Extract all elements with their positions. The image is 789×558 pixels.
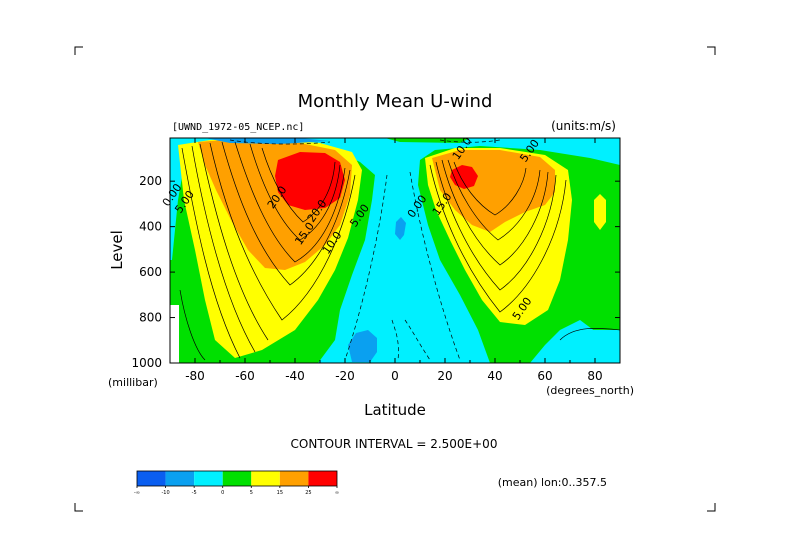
- dataset-label: [UWND_1972-05_NCEP.nc]: [172, 122, 304, 133]
- region-blue-center: [395, 217, 406, 240]
- x-tick-label: 40: [487, 369, 502, 383]
- colorbar-swatch: [308, 471, 337, 486]
- x-tick-label: 0: [391, 369, 399, 383]
- contour-line: [179, 289, 206, 361]
- contour-line: [559, 328, 620, 341]
- units-label: (units:m/s): [551, 119, 616, 133]
- x-units-label: (degrees_north): [546, 384, 634, 397]
- filled-contours: [170, 138, 620, 363]
- chart-title: Monthly Mean U-wind: [298, 91, 493, 112]
- contour-line: [447, 159, 541, 241]
- contour-line: [435, 161, 557, 291]
- region-cyan-center: [340, 162, 470, 363]
- colorbar-label: -5: [192, 490, 197, 496]
- y-tick-label: 800: [139, 311, 162, 325]
- x-tick-label: -80: [185, 369, 205, 383]
- contour-line-dashed: [439, 139, 501, 143]
- x-tick-label: 60: [537, 369, 552, 383]
- x-tick-label: 80: [587, 369, 602, 383]
- y-tick-label: 200: [139, 174, 162, 188]
- x-tick-label: 20: [437, 369, 452, 383]
- y-tick-label: 400: [139, 220, 162, 234]
- colorbar-swatch: [251, 471, 280, 486]
- colorbar-label: -∞: [134, 490, 140, 496]
- contour-line: [441, 159, 549, 266]
- crop-marks: [74, 46, 716, 512]
- y-axis-title: Level: [108, 230, 126, 270]
- colorbar-swatch: [137, 471, 166, 486]
- region-missing-data: [170, 305, 179, 363]
- contour-line: [209, 142, 356, 321]
- contour-line-dashed: [229, 139, 331, 145]
- region-yellow-far-right: [594, 194, 606, 230]
- colorbar-label: -10: [161, 490, 169, 496]
- y-axis: 200 400 600 800 1000: [131, 174, 620, 370]
- contour-line: [199, 143, 269, 341]
- contour-line: [181, 147, 241, 359]
- y-units-label: (millibar): [108, 376, 158, 389]
- negative-contours: [229, 139, 501, 361]
- colorbar-frame: [136, 470, 338, 487]
- contour-line: [234, 141, 346, 263]
- contour-line-dashed: [404, 319, 431, 361]
- y-tick-label: 600: [139, 265, 162, 279]
- region-cyan-left: [170, 150, 185, 260]
- contour-line: [221, 141, 351, 286]
- region-top-band: [205, 138, 330, 144]
- region-top-band-right: [385, 138, 470, 143]
- colorbar-label: ∞: [335, 490, 339, 496]
- contour-line: [429, 164, 567, 313]
- colorbar-label: 0: [221, 490, 224, 496]
- colorbar-swatch: [279, 471, 309, 486]
- contour-line-dashed: [344, 174, 388, 361]
- region-cyan-right: [540, 330, 620, 363]
- colorbar-label: 25: [305, 490, 311, 496]
- contour-interval: CONTOUR INTERVAL = 2.500E+00: [291, 437, 498, 451]
- contour-line: [453, 161, 527, 216]
- y-tick-label: 1000: [131, 356, 162, 370]
- colorbar-swatch: [165, 471, 195, 486]
- colorbar-swatch: [194, 471, 223, 486]
- contour-line-dashed: [391, 319, 399, 361]
- colorbar-label: 15: [277, 490, 283, 496]
- colorbar: -∞ -10 -5 0 5 15 25 ∞: [134, 470, 339, 496]
- contour-line: [249, 143, 341, 241]
- x-tick-label: -20: [335, 369, 355, 383]
- colorbar-label: 5: [250, 490, 253, 496]
- x-tick-label: -60: [235, 369, 255, 383]
- x-axis-title: Latitude: [364, 401, 426, 419]
- colorbar-swatch: [222, 471, 252, 486]
- contour-lines: [179, 141, 620, 361]
- x-tick-label: -40: [285, 369, 305, 383]
- contour-line: [191, 145, 256, 353]
- contour-line: [261, 147, 336, 223]
- x-axis: -80 -60 -40 -20 0 20 40 60 80: [169, 138, 621, 383]
- contour-line-dashed: [409, 171, 461, 361]
- region-red-left: [275, 152, 345, 210]
- region-blue-lower: [348, 330, 377, 362]
- mean-label: (mean) lon:0..357.5: [498, 476, 607, 489]
